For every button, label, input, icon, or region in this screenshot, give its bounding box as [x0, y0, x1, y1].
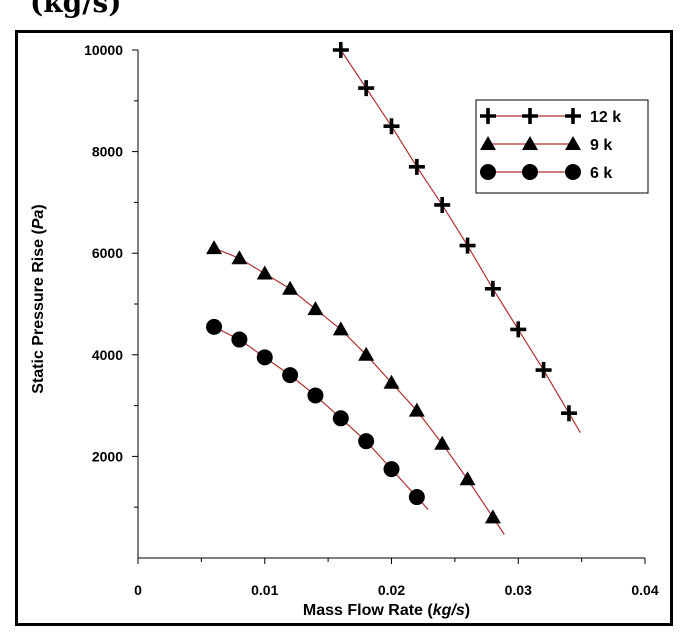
axis-title-part: Pa — [30, 210, 47, 230]
y-tick-label: 2000 — [92, 448, 123, 464]
triangle-marker — [332, 321, 349, 336]
circle-marker — [383, 461, 400, 478]
x-axis-title: Mass Flow Rate (kg/s) — [303, 602, 470, 619]
series-line — [213, 326, 429, 511]
axes-layer: 0 0.01 0.02 0.03 0.04 2000 4000 6000 8000 10000 Ma… — [30, 42, 659, 619]
triangle-marker — [231, 250, 248, 265]
y-tick-label: 4000 — [92, 347, 123, 363]
circle-marker — [480, 164, 496, 180]
triangle-marker — [522, 136, 538, 150]
plus-marker — [484, 280, 501, 297]
y-tick-label: 6000 — [92, 245, 123, 261]
plus-marker — [459, 237, 476, 254]
x-tick-label: 0.03 — [505, 582, 532, 598]
pressure-flow-chart: 0 0.01 0.02 0.03 0.04 2000 4000 6000 8000 10000 Ma… — [30, 42, 659, 619]
circle-marker — [231, 331, 248, 348]
y-axis-title: Static Pressure Rise (Pa) — [30, 204, 47, 393]
plus-marker — [522, 108, 538, 124]
triangle-marker — [565, 136, 581, 150]
plus-marker — [535, 362, 552, 379]
x-tick-label: 0.01 — [251, 582, 278, 598]
triangle-marker — [307, 301, 324, 316]
circle-marker — [206, 318, 223, 335]
axis-title-part: ) — [465, 602, 470, 619]
circle-marker — [256, 349, 273, 366]
plus-marker — [560, 405, 577, 422]
series-markers-layer — [206, 42, 577, 524]
triangle-marker — [282, 280, 299, 295]
triangle-marker — [459, 471, 476, 486]
circle-marker — [282, 367, 299, 384]
legend: 12 k 9 k 6 k — [475, 99, 649, 194]
circle-marker — [565, 164, 581, 180]
legend-box — [475, 99, 649, 194]
chart-frame: 0 0.01 0.02 0.03 0.04 2000 4000 6000 8000 10000 Ma… — [15, 30, 673, 626]
circle-marker — [408, 489, 425, 506]
axis-title-part: Static Pressure Rise ( — [30, 229, 47, 394]
triangle-marker — [358, 346, 375, 361]
circle-marker — [332, 410, 349, 427]
plus-marker — [510, 321, 527, 338]
plus-marker — [408, 158, 425, 175]
triangle-marker — [484, 509, 501, 524]
axis-title-part: kg/s — [433, 602, 465, 619]
triangle-marker — [408, 402, 425, 417]
legend-label: 12 k — [590, 109, 621, 126]
header-fragment-text: (kg/s) — [30, 0, 121, 19]
x-tick-label: 0 — [134, 582, 142, 598]
plus-marker — [358, 80, 375, 97]
circle-marker — [307, 387, 324, 404]
series-line — [213, 247, 505, 535]
legend-label: 6 k — [590, 165, 612, 182]
triangle-marker — [383, 374, 400, 389]
axis-title-part: Mass Flow Rate ( — [303, 602, 433, 619]
plus-marker — [434, 196, 451, 213]
y-tick-label: 10000 — [84, 42, 123, 58]
plus-marker — [480, 108, 496, 124]
plus-marker — [332, 42, 349, 58]
plus-marker — [383, 118, 400, 135]
axis-title-part: ) — [30, 204, 47, 209]
legend-label: 9 k — [590, 137, 612, 154]
triangle-marker — [434, 435, 451, 450]
x-tick-label: 0.02 — [378, 582, 405, 598]
circle-marker — [358, 433, 375, 450]
y-tick-label: 8000 — [92, 144, 123, 160]
clipped-header-fragment: (kg/s) — [30, 0, 121, 19]
triangle-marker — [480, 136, 496, 150]
triangle-marker — [206, 240, 223, 255]
plus-marker — [565, 108, 581, 124]
circle-marker — [522, 164, 538, 180]
x-tick-label: 0.04 — [631, 582, 658, 598]
triangle-marker — [256, 265, 273, 280]
